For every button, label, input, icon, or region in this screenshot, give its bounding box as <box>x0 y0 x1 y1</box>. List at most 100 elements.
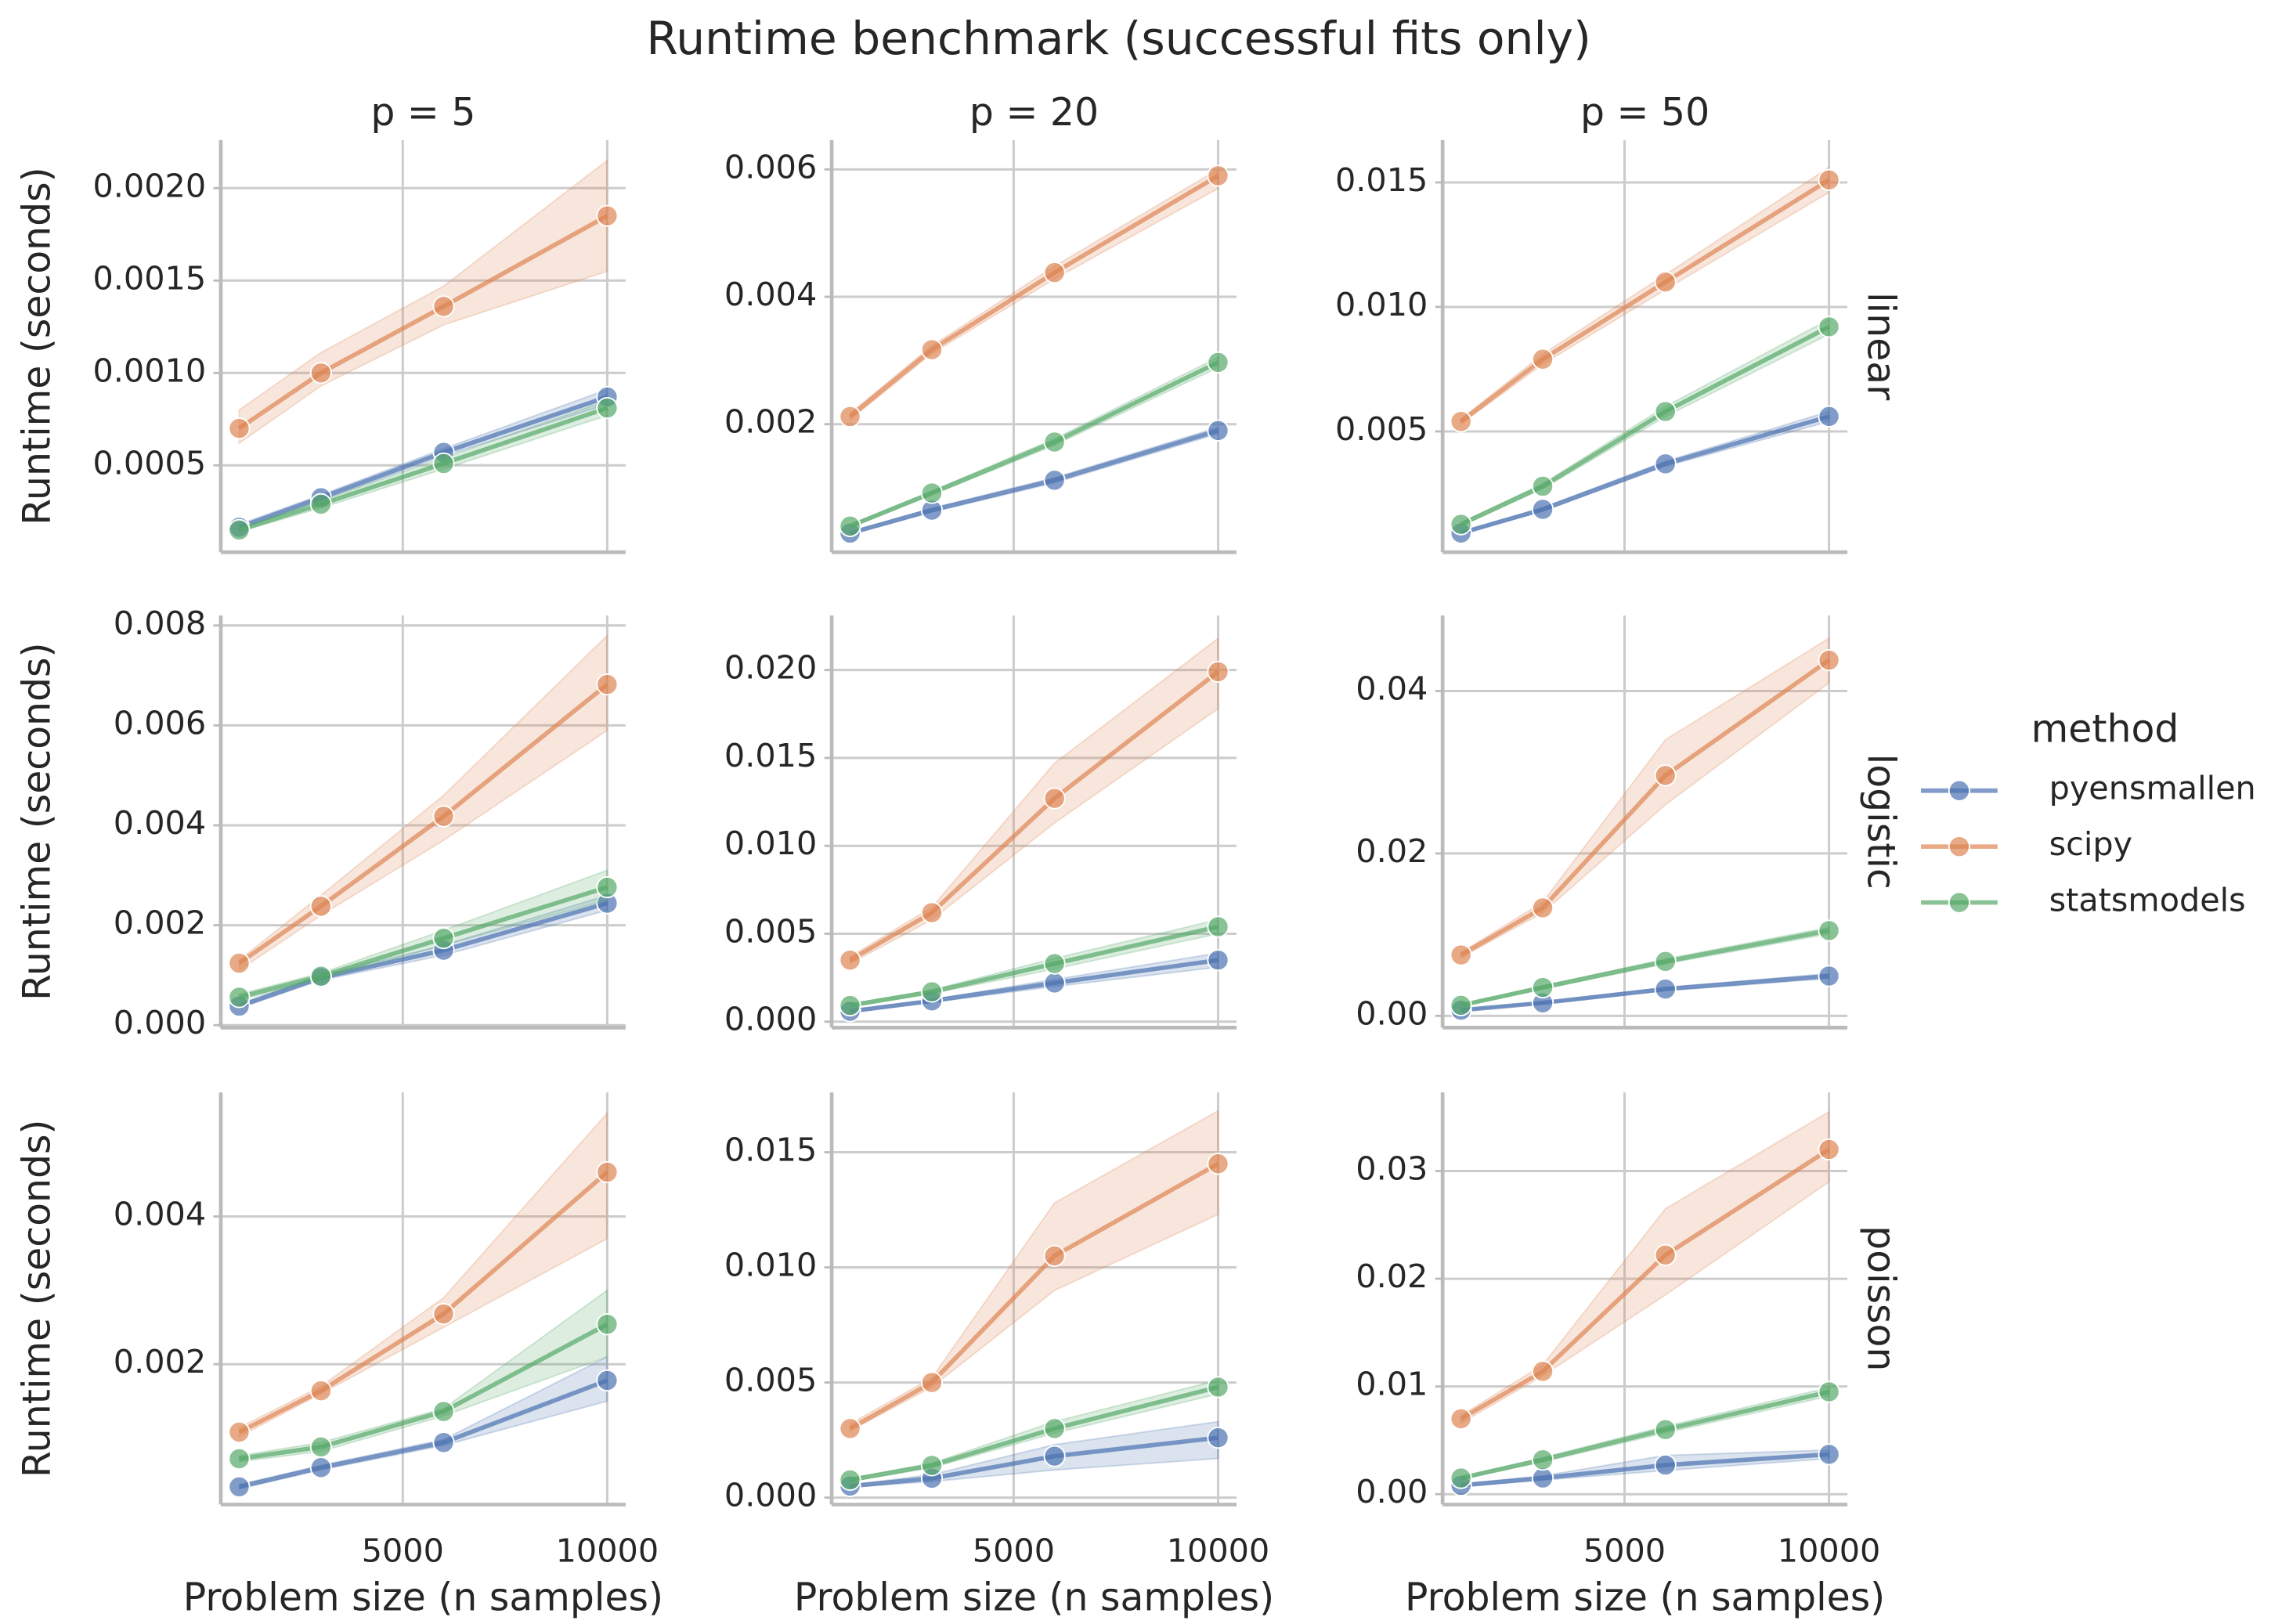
y-axis-label: Runtime (seconds) <box>15 642 60 1000</box>
marker <box>1818 316 1840 338</box>
series-line <box>850 1435 1219 1489</box>
marker <box>1531 475 1554 498</box>
y-tick-label: 0.010 <box>724 825 817 862</box>
y-tick-label: 0.004 <box>114 1196 206 1233</box>
y-tick-label: 0.00 <box>1356 994 1428 1032</box>
marker <box>1207 419 1229 442</box>
legend-title: method <box>2031 707 2179 752</box>
marker <box>432 927 455 950</box>
panel: 0.000 0.005 0.010 0.015 0.020 <box>724 615 1237 1038</box>
series-line <box>849 1161 1219 1431</box>
marker <box>228 986 251 1009</box>
series-line <box>850 1384 1219 1482</box>
row-label: linear <box>1859 292 1904 401</box>
y-tick-label: 0.010 <box>1335 286 1428 323</box>
panel: 5000 10000 0.00 0.01 0.02 0.03 poisson Problem … <box>1356 1092 1904 1620</box>
series-line <box>1460 324 1830 527</box>
y-tick-label: 0.002 <box>724 403 817 441</box>
marker <box>1654 453 1677 475</box>
x-tick-label: 10000 <box>1778 1532 1881 1569</box>
marker <box>1207 164 1229 187</box>
y-tick-label: 0.004 <box>724 276 817 313</box>
confidence-band <box>238 1111 608 1438</box>
marker <box>228 518 251 542</box>
marker <box>1043 431 1066 453</box>
marker <box>1818 1443 1840 1466</box>
marker <box>596 1313 619 1336</box>
marker <box>839 949 861 972</box>
legend-marker <box>1948 779 1971 802</box>
panel: 5000 10000 0.000 0.005 0.010 0.015 Problem siz… <box>724 1092 1274 1620</box>
chart-title: Runtime benchmark (successful fits only) <box>646 12 1590 65</box>
marker <box>596 876 619 899</box>
y-tick-label: 0.004 <box>114 804 206 842</box>
marker <box>839 994 861 1017</box>
marker <box>1450 994 1472 1016</box>
series-line <box>238 406 608 532</box>
panel: 0.0005 0.0010 0.0015 0.0020 p = 5 Runtime (se… <box>15 90 626 554</box>
marker <box>1654 764 1677 787</box>
marker <box>920 482 944 504</box>
marker <box>1043 262 1066 284</box>
marker <box>309 965 332 987</box>
marker <box>1818 919 1840 942</box>
marker <box>1450 410 1472 433</box>
marker <box>839 514 861 537</box>
y-tick-label: 0.002 <box>114 1343 206 1380</box>
panel: 0.005 0.010 0.015 p = 50 linear <box>1335 90 1904 554</box>
marker <box>228 1475 251 1498</box>
marker <box>596 673 619 696</box>
confidence-band <box>238 1289 608 1463</box>
marker <box>432 452 455 475</box>
x-axis-label: Problem size (n samples) <box>1405 1575 1885 1620</box>
series-line <box>1460 414 1830 536</box>
y-tick-label: 0.01 <box>1356 1366 1428 1403</box>
marker <box>1207 915 1229 938</box>
marker <box>1043 952 1066 975</box>
panel: 0.000 0.002 0.004 0.006 0.008 Runtime (second… <box>15 604 626 1041</box>
series-line <box>849 428 1219 536</box>
marker <box>839 1468 861 1492</box>
marker <box>228 951 251 975</box>
marker <box>1654 950 1677 973</box>
series-line <box>1460 658 1831 958</box>
series-line <box>239 1322 608 1461</box>
series-line <box>237 682 609 965</box>
series-line <box>849 669 1220 962</box>
marker <box>1654 271 1677 294</box>
series-line <box>848 174 1219 419</box>
y-tick-label: 0.04 <box>1356 670 1428 708</box>
marker <box>1818 965 1840 987</box>
y-tick-label: 0.005 <box>724 1362 817 1399</box>
series-line <box>238 1378 608 1489</box>
marker <box>1207 1427 1229 1449</box>
panel: 0.00 0.02 0.04 logistic <box>1356 615 1904 1032</box>
column-label: p = 50 <box>1580 90 1710 135</box>
marker <box>1654 1418 1677 1441</box>
confidence-band <box>849 637 1219 965</box>
y-tick-label: 0.000 <box>724 1477 817 1514</box>
marker <box>1818 1138 1840 1161</box>
y-tick-label: 0.008 <box>114 604 206 642</box>
y-tick-label: 0.020 <box>724 649 817 687</box>
marker <box>1043 972 1066 994</box>
marker <box>839 405 861 428</box>
marker <box>1450 1467 1472 1489</box>
marker <box>1043 1244 1066 1267</box>
row-label: poisson <box>1859 1225 1904 1371</box>
marker <box>920 980 944 1003</box>
y-tick-label: 0.000 <box>114 1004 206 1041</box>
marker <box>596 397 619 420</box>
y-tick-label: 0.03 <box>1356 1150 1428 1188</box>
marker <box>596 1369 619 1392</box>
marker <box>309 362 332 384</box>
marker <box>1450 1407 1472 1431</box>
marker <box>1043 1417 1066 1440</box>
marker <box>1531 976 1554 999</box>
marker <box>1818 648 1840 672</box>
marker <box>432 295 455 318</box>
legend-marker <box>1948 891 1971 914</box>
marker <box>1531 1467 1554 1489</box>
x-axis-label: Problem size (n samples) <box>183 1575 663 1620</box>
